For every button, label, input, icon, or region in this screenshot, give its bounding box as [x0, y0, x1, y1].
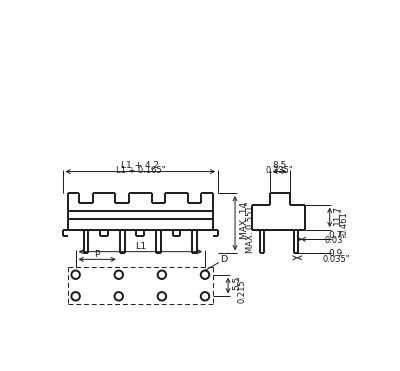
- Text: 8,5: 8,5: [272, 161, 287, 170]
- Text: MAX. 14: MAX. 14: [240, 201, 249, 239]
- Text: 0.035": 0.035": [322, 255, 350, 264]
- Text: 0,9: 0,9: [329, 249, 343, 259]
- Text: 0.461": 0.461": [339, 207, 348, 235]
- Text: 5,5: 5,5: [232, 275, 241, 290]
- Text: 0.335": 0.335": [266, 166, 294, 175]
- Text: 0.215": 0.215": [238, 276, 246, 303]
- Text: 0,7: 0,7: [329, 231, 343, 240]
- Text: P: P: [94, 250, 100, 259]
- Text: MAX. 0.551": MAX. 0.551": [246, 202, 255, 253]
- Text: L1: L1: [135, 242, 146, 251]
- Text: 11,7: 11,7: [333, 205, 342, 225]
- Text: 0.03": 0.03": [325, 236, 347, 245]
- Text: L1 + 4,2: L1 + 4,2: [121, 161, 159, 170]
- Text: D: D: [220, 255, 227, 264]
- Text: L1 + 0.165": L1 + 0.165": [116, 166, 165, 175]
